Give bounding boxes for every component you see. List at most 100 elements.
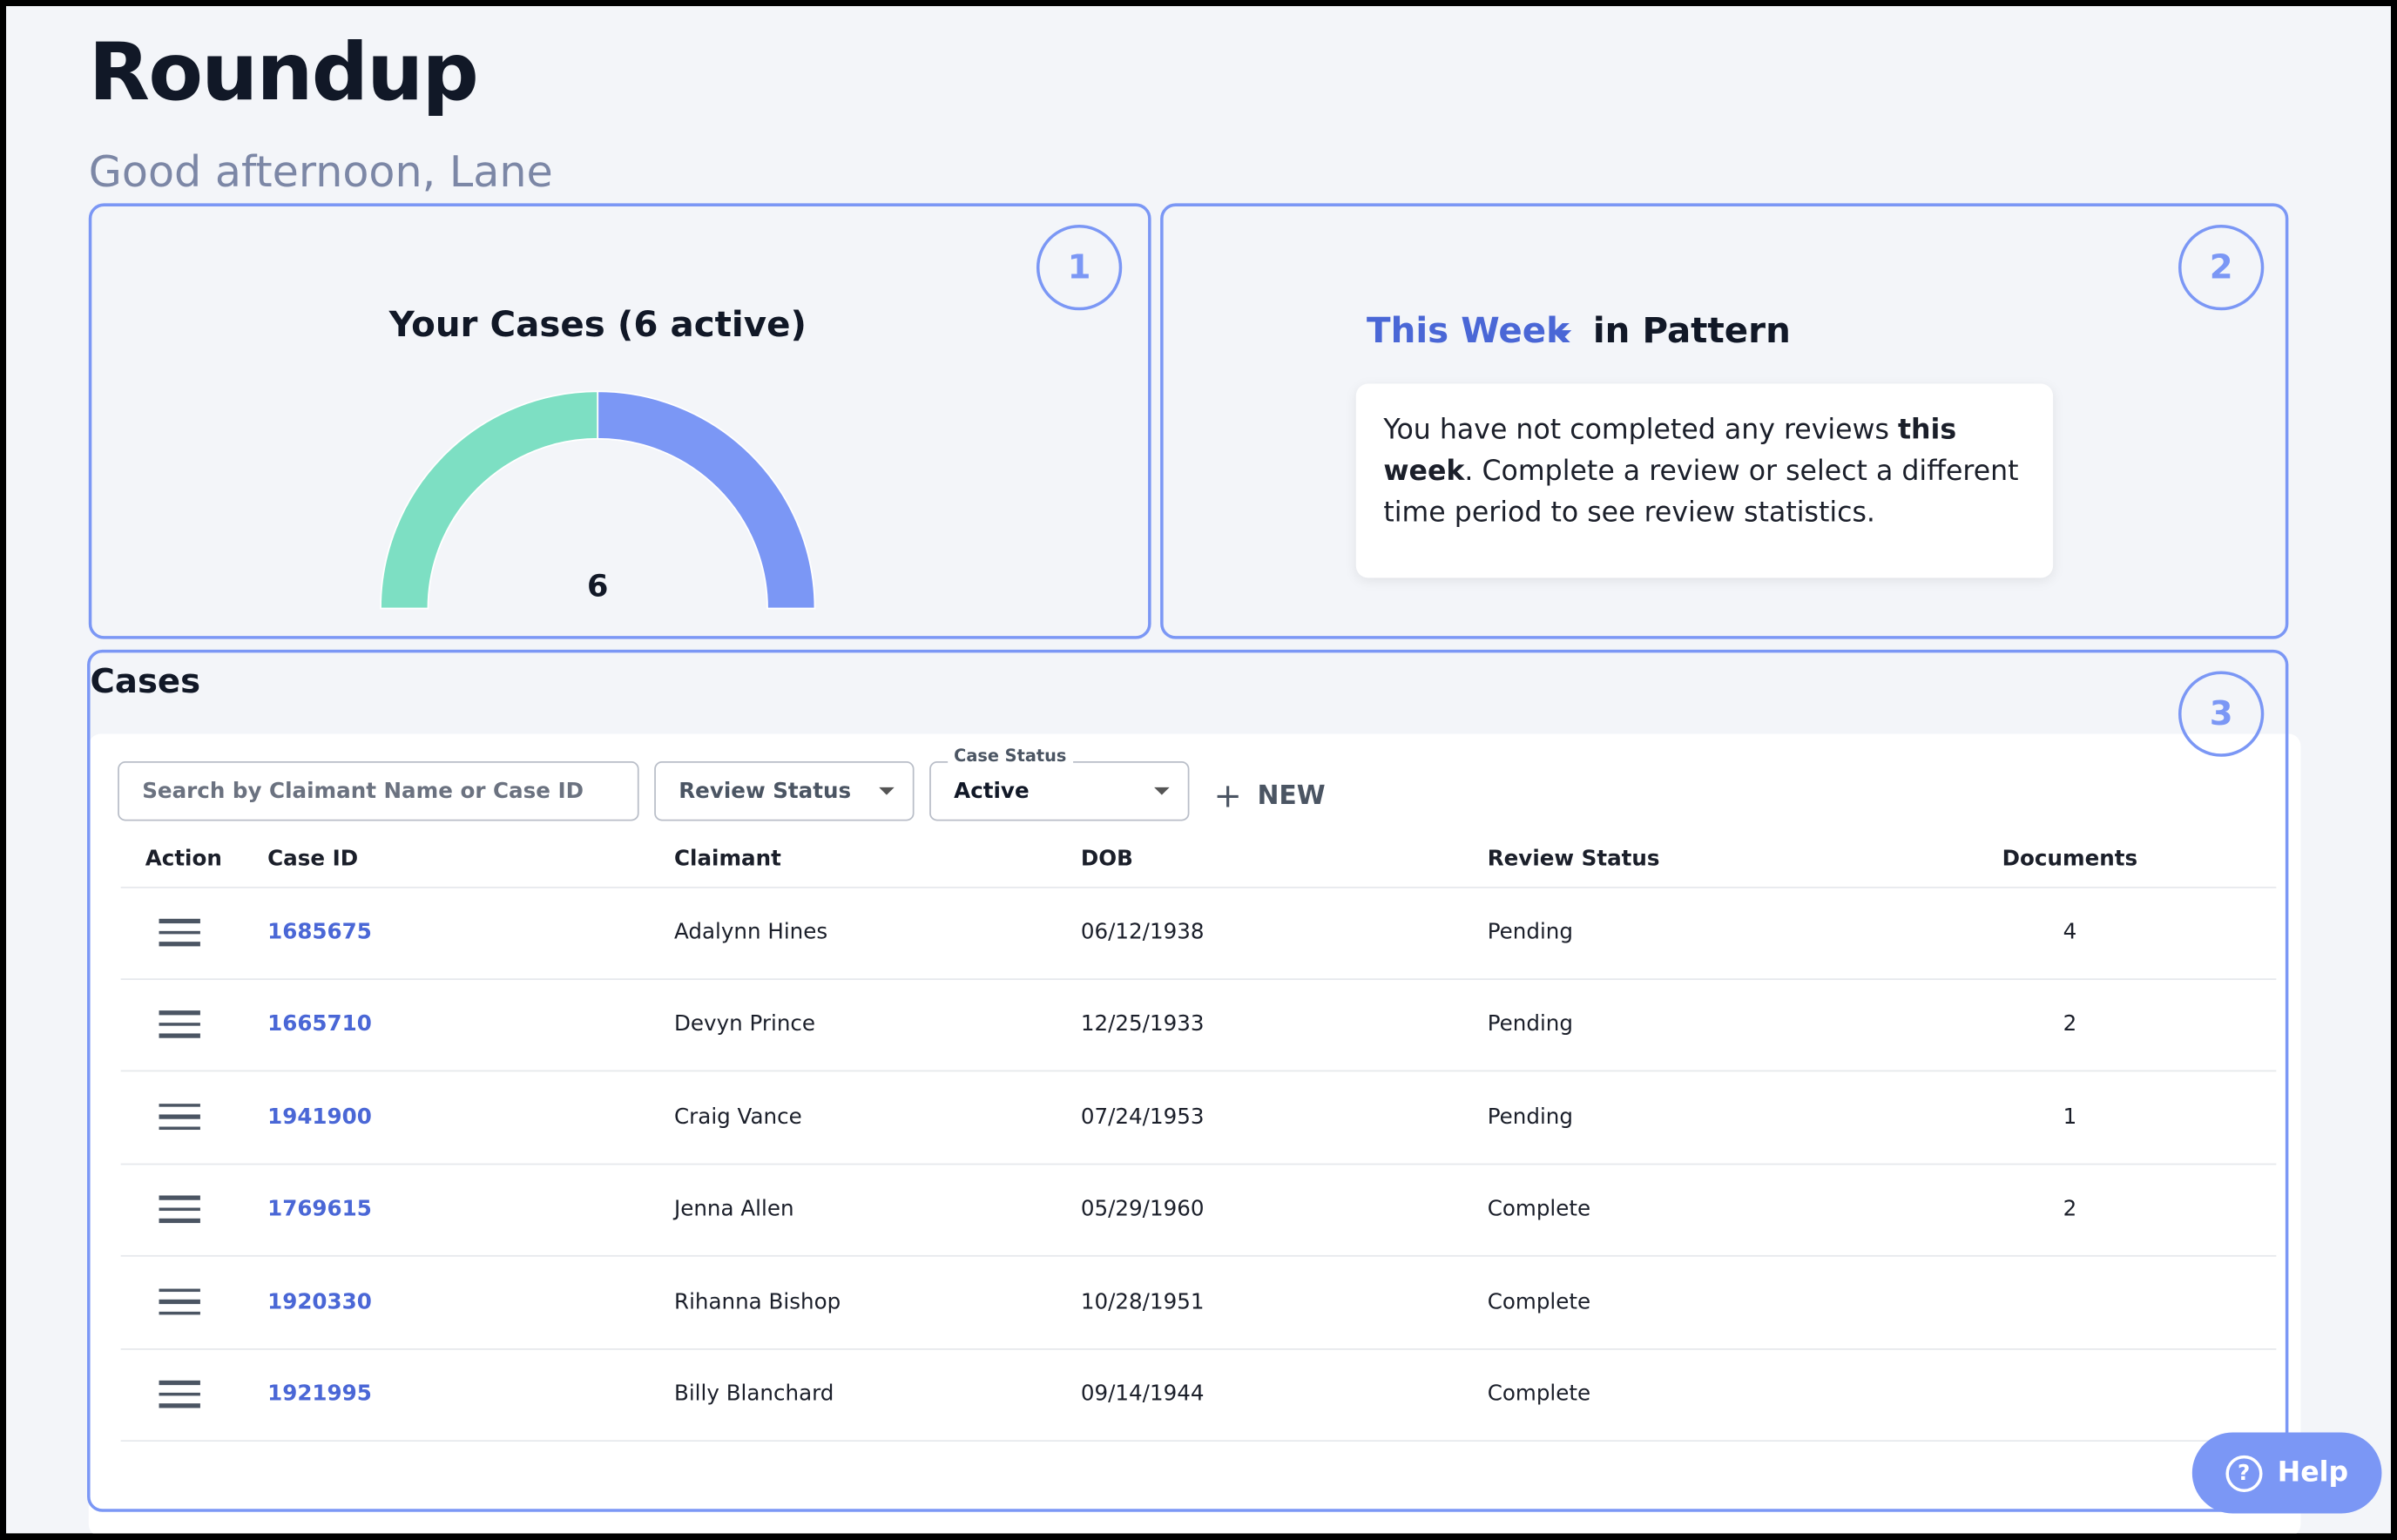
menu-bar bbox=[159, 1126, 200, 1131]
column-header: DOB bbox=[1080, 847, 1133, 872]
table-cell: Complete bbox=[1487, 1289, 1591, 1314]
button-label: NEW bbox=[1257, 780, 1326, 812]
separator bbox=[120, 978, 2277, 981]
menu-bar bbox=[159, 918, 200, 923]
menu-bar bbox=[159, 1219, 200, 1223]
gauge-segment bbox=[380, 390, 599, 610]
separator bbox=[120, 1255, 2277, 1258]
menu-bar bbox=[159, 1103, 200, 1108]
table-cell: Craig Vance bbox=[673, 1104, 802, 1130]
menu-bar bbox=[159, 929, 200, 935]
app-title: Roundup bbox=[88, 27, 479, 119]
caret bbox=[879, 787, 895, 795]
gauge-segment bbox=[597, 390, 816, 610]
table-card bbox=[88, 733, 2301, 1534]
menu-bar bbox=[159, 1299, 200, 1304]
help-icon: ? bbox=[2225, 1454, 2263, 1492]
review-status-select[interactable]: Review Status bbox=[654, 761, 915, 821]
message-card: You have not completed any reviews this … bbox=[1355, 383, 2054, 578]
table-cell: Pending bbox=[1487, 920, 1573, 945]
review-panel bbox=[1160, 203, 2289, 639]
action-menu[interactable] bbox=[159, 1010, 200, 1039]
case-id-link[interactable]: 1665710 bbox=[267, 1012, 372, 1037]
menu-bar bbox=[159, 1392, 200, 1396]
period-dropdown[interactable]: This Week bbox=[1367, 312, 1570, 352]
menu-bar bbox=[159, 1287, 200, 1293]
table-cell: 05/29/1960 bbox=[1080, 1197, 1205, 1222]
action-menu[interactable] bbox=[159, 918, 200, 947]
separator bbox=[120, 1163, 2277, 1165]
badge: 1 bbox=[1036, 224, 1123, 311]
case-id-link[interactable]: 1921995 bbox=[267, 1381, 372, 1407]
case-id-link[interactable]: 1920330 bbox=[267, 1289, 372, 1314]
separator bbox=[120, 1440, 2277, 1442]
case-id-link[interactable]: 1769615 bbox=[267, 1197, 372, 1222]
table-cell: 09/14/1944 bbox=[1080, 1381, 1205, 1407]
table-cell: 12/25/1933 bbox=[1080, 1012, 1205, 1037]
menu-bar bbox=[159, 942, 200, 946]
document-count: 1 bbox=[2063, 1104, 2077, 1130]
caret bbox=[1154, 787, 1170, 795]
action-menu[interactable] bbox=[159, 1195, 200, 1224]
menu-bar bbox=[159, 1022, 200, 1027]
action-menu[interactable] bbox=[159, 1103, 200, 1131]
select-label: Review Status bbox=[679, 779, 852, 804]
select-value: Active bbox=[954, 779, 1030, 804]
period-suffix: in Pattern bbox=[1592, 312, 1791, 352]
panel-title: Your Cases (6 active) bbox=[388, 306, 807, 346]
table-panel bbox=[87, 649, 2289, 1512]
gauge bbox=[380, 390, 816, 610]
help-label: Help bbox=[2277, 1456, 2349, 1489]
menu-bar bbox=[159, 1380, 200, 1385]
badge: 3 bbox=[2178, 671, 2265, 757]
table-cell: Pending bbox=[1487, 1104, 1573, 1130]
column-header: Review Status bbox=[1487, 847, 1660, 872]
action-menu[interactable] bbox=[159, 1287, 200, 1316]
document-count: 4 bbox=[2063, 920, 2077, 945]
column-header: Claimant bbox=[673, 847, 781, 872]
document-count: 2 bbox=[2063, 1012, 2077, 1037]
action-menu[interactable] bbox=[159, 1380, 200, 1408]
new-button[interactable]: + NEW bbox=[1214, 778, 1326, 816]
field-label: Case Status bbox=[948, 746, 1073, 767]
table-cell: Devyn Prince bbox=[673, 1012, 816, 1037]
badge: 2 bbox=[2178, 224, 2265, 311]
table-cell: Complete bbox=[1487, 1197, 1591, 1222]
table-cell: Complete bbox=[1487, 1381, 1591, 1407]
case-status-select[interactable]: Active bbox=[929, 761, 1190, 821]
screen: Roundup Good afternoon, Lane 1 Your Case… bbox=[6, 6, 2391, 1534]
separator bbox=[120, 886, 2277, 888]
message-text: . Complete a review or select a differen… bbox=[1383, 456, 2019, 530]
menu-bar bbox=[159, 1206, 200, 1212]
message-text: You have not completed any reviews bbox=[1383, 414, 1898, 447]
table-cell: Rihanna Bishop bbox=[673, 1289, 841, 1314]
help-button[interactable]: ? Help bbox=[2191, 1432, 2382, 1514]
table-cell: Adalynn Hines bbox=[673, 920, 828, 945]
case-id-link[interactable]: 1685675 bbox=[267, 920, 372, 945]
column-header: Documents bbox=[2002, 847, 2138, 872]
search-input[interactable]: Search by Claimant Name or Case ID bbox=[118, 761, 639, 821]
table-cell: 07/24/1953 bbox=[1080, 1104, 1205, 1130]
column-header: Case ID bbox=[267, 847, 359, 872]
greeting: Good afternoon, Lane bbox=[88, 146, 553, 198]
placeholder: Search by Claimant Name or Case ID bbox=[142, 779, 584, 804]
case-id-link[interactable]: 1941900 bbox=[267, 1104, 372, 1130]
menu-bar bbox=[159, 1034, 200, 1038]
message-emphasis: this week bbox=[1383, 414, 1957, 488]
plus-icon: + bbox=[1213, 778, 1242, 817]
section-title: Cases bbox=[90, 663, 201, 702]
document-count: 2 bbox=[2063, 1197, 2077, 1222]
menu-bar bbox=[159, 1010, 200, 1016]
menu-bar bbox=[159, 1403, 200, 1408]
menu-bar bbox=[159, 1114, 200, 1119]
table-cell: Jenna Allen bbox=[673, 1197, 794, 1222]
menu-bar bbox=[159, 1311, 200, 1315]
gauge-label: 6 bbox=[587, 567, 609, 605]
cases-panel bbox=[88, 203, 1151, 639]
column-header: Action bbox=[145, 847, 222, 872]
separator bbox=[120, 1071, 2277, 1073]
menu-bar bbox=[159, 1195, 200, 1200]
